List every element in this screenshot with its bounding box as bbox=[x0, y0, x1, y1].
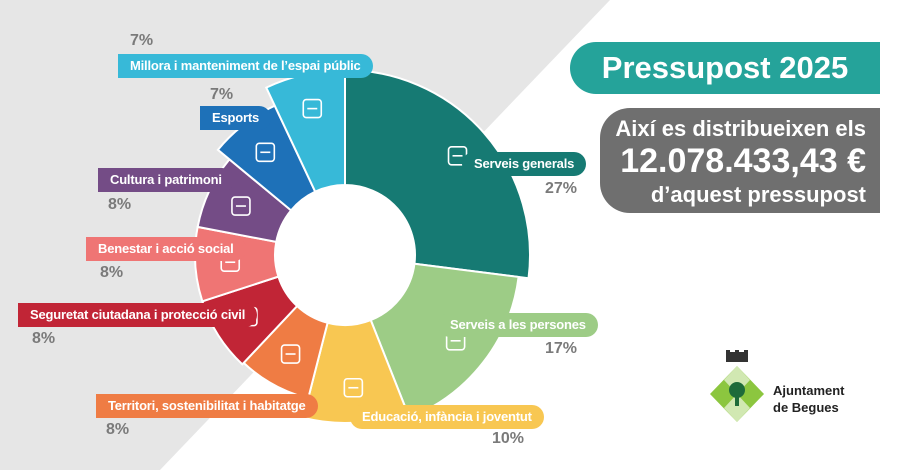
label-territori: Territori, sostenibilitat i habitatge bbox=[96, 394, 318, 418]
ajuntament-logo: Ajuntament de Begues bbox=[708, 350, 878, 430]
page-title: Pressupost 2025 bbox=[570, 42, 880, 94]
label-seguretat: Seguretat ciutadana i protecció civil bbox=[18, 303, 258, 327]
label-benestar: Benestar i acció social bbox=[86, 237, 246, 261]
label-serveis-persones: Serveis a les persones bbox=[438, 313, 598, 337]
donut-hole bbox=[275, 185, 415, 325]
park-bench-icon bbox=[302, 98, 323, 119]
budget-info-box: Així es distribueixen els 12.078.433,43 … bbox=[600, 108, 880, 213]
label-educacio: Educació, infància i joventut bbox=[350, 405, 544, 429]
pct-millora: 7% bbox=[130, 32, 154, 49]
pct-esports: 7% bbox=[210, 86, 234, 103]
running-shoe-icon bbox=[255, 142, 276, 163]
pct-serveis-persones: 17% bbox=[545, 340, 578, 357]
pct-educacio: 10% bbox=[492, 430, 525, 447]
pct-serveis-generals: 27% bbox=[545, 180, 578, 197]
books-icon bbox=[343, 377, 364, 398]
pct-seguretat: 8% bbox=[32, 330, 56, 347]
pct-cultura: 8% bbox=[108, 196, 132, 213]
label-serveis-generals: Serveis generals bbox=[462, 152, 587, 176]
label-esports: Esports bbox=[200, 106, 272, 130]
info-line3: d’aquest pressupost bbox=[650, 182, 866, 207]
pct-benestar: 8% bbox=[100, 264, 124, 281]
label-cultura: Cultura i patrimoni bbox=[98, 168, 234, 192]
logo-text-line1: Ajuntament bbox=[773, 383, 845, 398]
museum-icon bbox=[231, 196, 251, 216]
label-millora: Millora i manteniment de l’espai públic bbox=[118, 54, 373, 78]
info-line1: Així es distribueixen els bbox=[615, 116, 866, 141]
budget-amount: 12.078.433,43 € bbox=[620, 142, 866, 180]
begues-coat-of-arms-icon bbox=[710, 350, 764, 422]
pct-territori: 8% bbox=[106, 421, 130, 438]
house-tree-icon bbox=[280, 344, 301, 364]
logo-text-line2: de Begues bbox=[773, 400, 839, 415]
